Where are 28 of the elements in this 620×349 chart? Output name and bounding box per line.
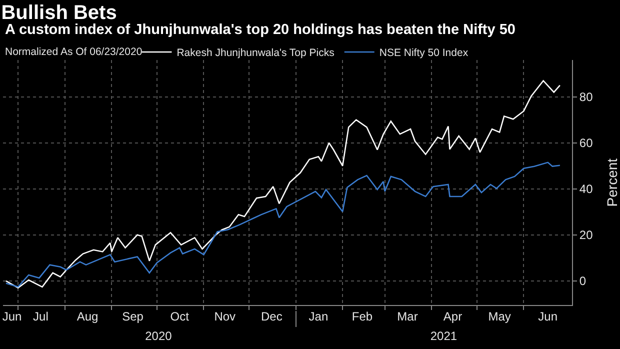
y-tick-label: 80 (579, 90, 594, 104)
y-tick-label: 60 (579, 136, 594, 150)
x-tick-label: Jul (33, 310, 48, 324)
x-tick-label: Dec (260, 310, 282, 324)
y-tick-label: 20 (579, 228, 594, 242)
x-tick-label: Oct (170, 310, 190, 324)
x-tick-label: Aug (76, 310, 98, 324)
chart-title: Bullish Bets (1, 2, 117, 24)
x-tick-label: Nov (214, 310, 236, 324)
chart-subtitle: A custom index of Jhunjhunwala's top 20 holdings has beaten the Nifty 50 (5, 22, 516, 38)
text: Normalized As Of 06/23/2020 (5, 46, 142, 58)
x-tick-label: Jan (308, 310, 328, 324)
x-tick-label: Jun (538, 310, 558, 324)
y-tick-label: 0 (579, 274, 586, 288)
line-series (5, 162, 561, 288)
y-axis-title: Percent (604, 158, 620, 207)
x2-tick-label: 2021 (430, 329, 458, 343)
x-tick-label: Feb (352, 310, 373, 324)
x-tick-label: Jun (2, 310, 22, 324)
legend-label: Rakesh Jhunjhunwala's Top Picks (176, 47, 334, 60)
line-series (5, 80, 561, 288)
y-tick-label: 40 (579, 182, 594, 196)
x-tick-label: Sep (122, 310, 144, 324)
legend-label: NSE Nifty 50 Index (379, 47, 469, 60)
x-tick-label: May (488, 310, 511, 324)
x-tick-label: Mar (397, 310, 418, 324)
x2-tick-label: 2020 (145, 329, 172, 343)
x-tick-label: Apr (443, 310, 462, 324)
